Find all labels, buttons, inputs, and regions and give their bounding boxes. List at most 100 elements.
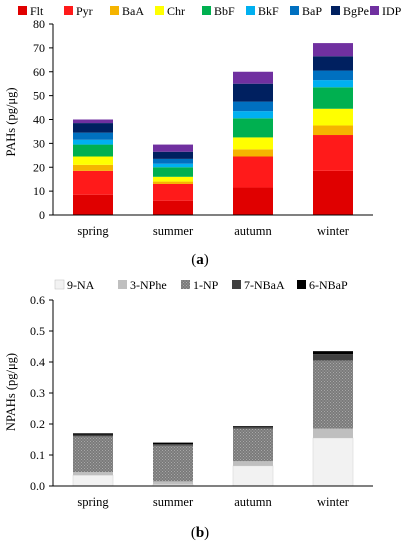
bar-3-nphe-autumn [233, 461, 273, 466]
legend-pahs: Flt Pyr BaA Chr BbF BkF BaP BgPe IDP [18, 4, 401, 18]
legend-label-bkf: BkF [258, 4, 279, 18]
bar-3-nphe-summer [153, 481, 193, 485]
y-tick-label-10: 10 [33, 184, 45, 198]
legend-swatch-bap [290, 6, 299, 15]
bar-bgpe-summer [153, 151, 193, 159]
bar-baa-autumn [233, 149, 273, 157]
bar-chr-autumn [233, 137, 273, 150]
bar-9-na-autumn [232, 465, 274, 487]
bar-bap-autumn [233, 101, 273, 112]
legend-label-pyr: Pyr [76, 4, 93, 18]
bar-9-na-spring [72, 474, 114, 487]
bar-pyr-winter [313, 135, 353, 171]
y-tick-label-70: 70 [33, 41, 45, 55]
panel-label-a: (a) [191, 252, 209, 268]
bar-3-nphe-winter [313, 428, 353, 438]
bar-flt-winter [313, 170, 353, 215]
legend-swatch-9-na [54, 279, 65, 290]
bar-bap-spring [73, 132, 113, 140]
bar-bkf-spring [73, 139, 113, 145]
legend-label-7-nbaa: 7-NBaA [244, 278, 285, 292]
x-tick-label-summer: summer [153, 224, 194, 238]
bar-flt-autumn [233, 187, 273, 215]
bar-1-np-autumn [233, 428, 273, 462]
chart-npahs: 9-NA 3-NPhe 1-NP 7-NBaA 6-NBaP spring summer a… [4, 278, 373, 541]
axes-npahs: spring summer autumn winter 0.0 0.1 0.2 0.3 0.4 0… [30, 293, 373, 509]
bar-bkf-summer [153, 163, 193, 168]
bar-baa-spring [73, 164, 113, 171]
bar-chr-summer [153, 176, 193, 182]
bar-bbf-spring [73, 144, 113, 157]
bar-6-nbap-summer [153, 442, 193, 445]
bar-baa-winter [313, 125, 353, 136]
y-tick-label-20: 20 [33, 160, 45, 174]
legend-swatch-baa [110, 6, 119, 15]
bar-bgpe-spring [73, 123, 113, 133]
bar-idp-summer [153, 144, 193, 152]
y-tick-label-0-4: 0.4 [30, 355, 45, 369]
legend-swatch-bgpe [331, 6, 340, 15]
bar-1-np-winter [313, 360, 353, 429]
bar-flt-spring [73, 194, 113, 215]
y-tick-label-0-6: 0.6 [30, 293, 45, 307]
legend-label-idp: IDP [382, 4, 401, 18]
bar-7-nbaa-summer [153, 444, 193, 446]
legend-swatch-6-nbap [297, 280, 306, 289]
bar-bgpe-autumn [233, 83, 273, 102]
legend-label-3-nphe: 3-NPhe [130, 278, 167, 292]
bar-7-nbaa-winter [313, 354, 353, 361]
bar-1-np-spring [73, 436, 113, 473]
legend-swatch-1-np [181, 280, 190, 289]
legend-swatch-chr [155, 6, 164, 15]
y-tick-label-0-1: 0.1 [30, 448, 45, 462]
bar-bbf-summer [153, 167, 193, 177]
bar-bbf-autumn [233, 118, 273, 138]
legend-label-bgpe: BgPe [343, 4, 369, 18]
bar-3-nphe-spring [73, 472, 113, 476]
y-tick-label-0: 0 [39, 208, 45, 222]
legend-label-flt: Flt [30, 4, 44, 18]
legend-label-1-np: 1-NP [193, 278, 219, 292]
y-tick-label-30: 30 [33, 136, 45, 150]
x-tick-label-autumn: autumn [234, 495, 272, 509]
legend-swatch-3-nphe [118, 280, 127, 289]
bar-bap-winter [313, 70, 353, 81]
bar-7-nbaa-autumn [233, 427, 273, 429]
bar-1-np-summer [153, 445, 193, 482]
y-tick-label-60: 60 [33, 65, 45, 79]
legend-npahs: 9-NA 3-NPhe 1-NP 7-NBaA 6-NBaP [54, 278, 348, 292]
legend-swatch-7-nbaa [232, 280, 241, 289]
x-tick-label-winter: winter [317, 495, 350, 509]
bar-6-nbap-winter [313, 351, 353, 355]
bar-bbf-winter [313, 87, 353, 109]
y-tick-label-0-0: 0.0 [30, 479, 45, 493]
legend-label-6-nbap: 6-NBaP [309, 278, 348, 292]
y-axis-label-npahs: NPAHs (pg/μg) [4, 353, 18, 431]
bar-chr-winter [313, 108, 353, 126]
bar-bkf-autumn [233, 111, 273, 119]
x-tick-label-autumn: autumn [234, 224, 272, 238]
bar-7-nbaa-spring [73, 434, 113, 437]
legend-swatch-bbf [202, 6, 211, 15]
x-tick-label-winter: winter [317, 224, 350, 238]
bar-chr-spring [73, 156, 113, 165]
legend-label-9-na: 9-NA [67, 278, 95, 292]
legend-label-baa: BaA [122, 4, 144, 18]
legend-label-bap: BaP [302, 4, 322, 18]
y-axis-label-pahs: PAHs (pg/μg) [4, 87, 18, 156]
bar-pyr-spring [73, 170, 113, 195]
legend-swatch-idp [370, 6, 379, 15]
bar-pyr-autumn [233, 156, 273, 188]
bar-flt-summer [153, 200, 193, 215]
legend-swatch-pyr [64, 6, 73, 15]
bars-npahs [72, 351, 354, 487]
bar-6-nbap-spring [73, 433, 113, 435]
y-tick-label-0-2: 0.2 [30, 417, 45, 431]
chart-pahs: Flt Pyr BaA Chr BbF BkF BaP BgPe IDP spring summe… [4, 4, 401, 268]
legend-label-chr: Chr [167, 4, 185, 18]
panel-label-b: (b) [191, 525, 209, 541]
bar-idp-autumn [233, 71, 273, 84]
bar-bap-summer [153, 158, 193, 164]
x-tick-label-summer: summer [153, 495, 194, 509]
